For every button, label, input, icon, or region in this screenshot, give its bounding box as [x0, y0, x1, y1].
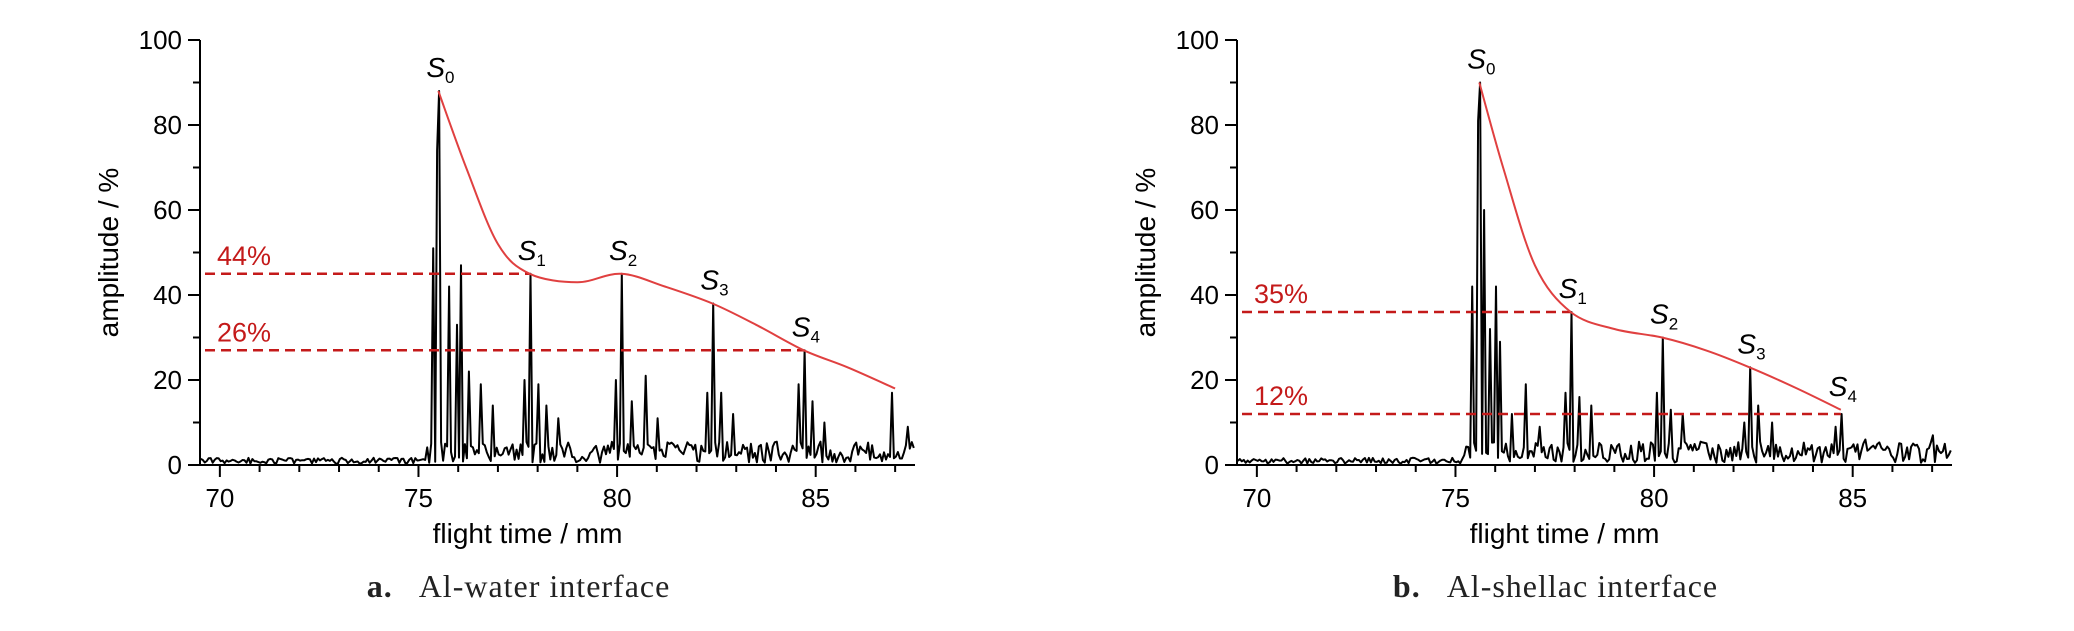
chart-b: 0 20 40 60 80 100 70 75 80 85 flight time / mm ampl… [1130, 25, 1952, 549]
x-tick-label: 75 [404, 483, 433, 513]
reference-label: 12% [1254, 381, 1308, 411]
caption-b: b. Al-shellac interface [1037, 568, 2074, 605]
x-tick-label: 80 [1640, 483, 1669, 513]
y-tick-label: 80 [153, 110, 182, 140]
y-axis-title: amplitude / % [1130, 168, 1161, 338]
caption-a-label: a. [366, 568, 393, 604]
x-axis-title: flight time / mm [433, 518, 623, 549]
peak-label-S3: S3 [700, 265, 728, 300]
reference-label: 44% [217, 241, 271, 271]
y-axis-title: amplitude / % [93, 168, 124, 338]
peak-label-S0: S0 [1467, 44, 1495, 79]
y-tick-label: 20 [1190, 365, 1219, 395]
x-axis-title: flight time / mm [1470, 518, 1660, 549]
y-tick-label: 0 [1205, 450, 1219, 480]
x-tick-label: 85 [1838, 483, 1867, 513]
y-tick-label: 40 [153, 280, 182, 310]
x-tick-label: 75 [1441, 483, 1470, 513]
peak-label-S0: S0 [426, 52, 454, 87]
chart-a: 0 20 40 60 80 100 70 75 80 85 flight time / mm ampl… [93, 25, 915, 549]
panel-b: 0 20 40 60 80 100 70 75 80 85 flight time / mm ampl… [1037, 0, 2074, 631]
y-tick-label: 60 [153, 195, 182, 225]
reference-label: 26% [217, 317, 271, 347]
reference-label: 35% [1254, 279, 1308, 309]
y-tick-label: 100 [139, 25, 182, 55]
peak-label-S1: S1 [1559, 273, 1587, 308]
caption-a: a. Al-water interface [0, 568, 1037, 605]
y-tick-label: 0 [168, 450, 182, 480]
caption-a-text: Al-water interface [418, 568, 671, 604]
signal-trace [200, 90, 915, 465]
peak-label-S4: S4 [792, 311, 820, 346]
signal-trace [1237, 81, 1952, 465]
peak-label-S1: S1 [518, 235, 546, 270]
envelope-curve [1478, 82, 1842, 411]
x-tick-label: 85 [801, 483, 830, 513]
y-tick-label: 100 [1176, 25, 1219, 55]
x-tick-label: 70 [205, 483, 234, 513]
caption-b-text: Al-shellac interface [1446, 568, 1719, 604]
x-tick-label: 70 [1242, 483, 1271, 513]
y-tick-label: 20 [153, 365, 182, 395]
y-tick-label: 80 [1190, 110, 1219, 140]
peak-label-S2: S2 [1650, 299, 1678, 334]
y-tick-label: 40 [1190, 280, 1219, 310]
peak-label-S3: S3 [1737, 328, 1765, 363]
y-tick-label: 60 [1190, 195, 1219, 225]
x-tick-label: 80 [603, 483, 632, 513]
panel-a: 0 20 40 60 80 100 70 75 80 85 flight time / mm ampl… [0, 25, 1037, 605]
peak-label-S2: S2 [609, 235, 637, 270]
peak-label-S4: S4 [1829, 371, 1857, 406]
caption-b-label: b. [1392, 568, 1421, 604]
envelope-curve [437, 90, 896, 390]
